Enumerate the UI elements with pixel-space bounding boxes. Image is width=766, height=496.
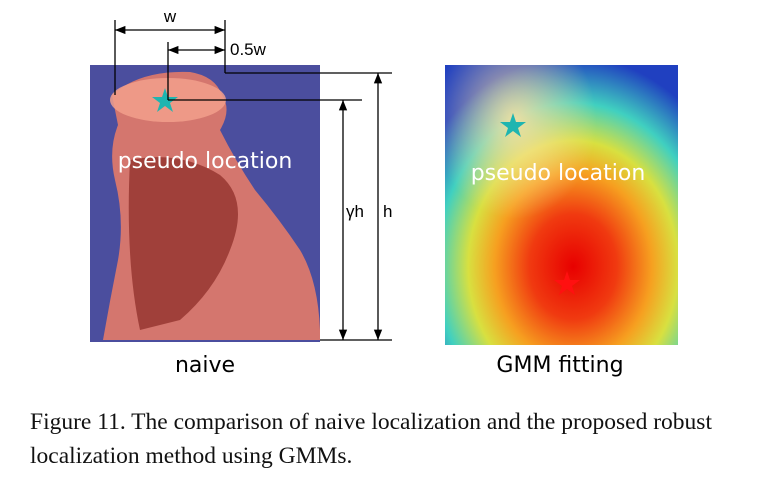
half-width-label: 0.5w [230,40,267,59]
height-label: h [383,202,392,221]
annotation: pseudo location [471,161,646,186]
caption: Figure 11. The comparison of naive local… [30,409,712,469]
panel-label: GMM fitting [496,353,623,378]
dimension-lines [114,20,392,341]
gmm-image [445,65,678,345]
annotation: pseudo location [118,149,293,174]
width-label: w [163,7,177,26]
panel-label: naive [175,353,235,378]
figure-graphics: w 0.5w γh h pseudo location pseudo locat… [90,7,678,378]
scaled-height-label: γh [346,202,364,221]
naive-image [90,65,320,342]
